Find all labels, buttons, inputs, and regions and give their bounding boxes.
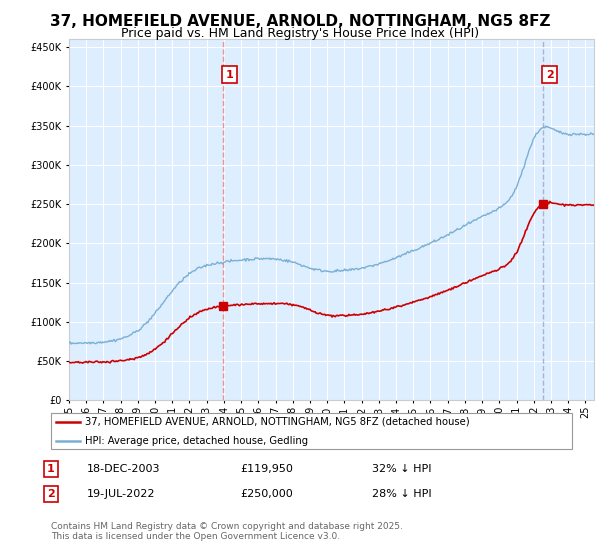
Text: 2: 2	[47, 489, 55, 499]
Text: 37, HOMEFIELD AVENUE, ARNOLD, NOTTINGHAM, NG5 8FZ: 37, HOMEFIELD AVENUE, ARNOLD, NOTTINGHAM…	[50, 14, 550, 29]
Text: 2: 2	[545, 69, 553, 80]
Text: Contains HM Land Registry data © Crown copyright and database right 2025.
This d: Contains HM Land Registry data © Crown c…	[51, 522, 403, 542]
Text: £119,950: £119,950	[240, 464, 293, 474]
Text: 28% ↓ HPI: 28% ↓ HPI	[372, 489, 431, 499]
FancyBboxPatch shape	[50, 413, 572, 449]
Text: Price paid vs. HM Land Registry's House Price Index (HPI): Price paid vs. HM Land Registry's House …	[121, 27, 479, 40]
Text: 32% ↓ HPI: 32% ↓ HPI	[372, 464, 431, 474]
Text: HPI: Average price, detached house, Gedling: HPI: Average price, detached house, Gedl…	[85, 436, 308, 446]
Text: 1: 1	[47, 464, 55, 474]
Text: 19-JUL-2022: 19-JUL-2022	[87, 489, 155, 499]
Text: 37, HOMEFIELD AVENUE, ARNOLD, NOTTINGHAM, NG5 8FZ (detached house): 37, HOMEFIELD AVENUE, ARNOLD, NOTTINGHAM…	[85, 417, 470, 427]
Text: £250,000: £250,000	[240, 489, 293, 499]
Text: 1: 1	[226, 69, 233, 80]
Text: 18-DEC-2003: 18-DEC-2003	[87, 464, 161, 474]
